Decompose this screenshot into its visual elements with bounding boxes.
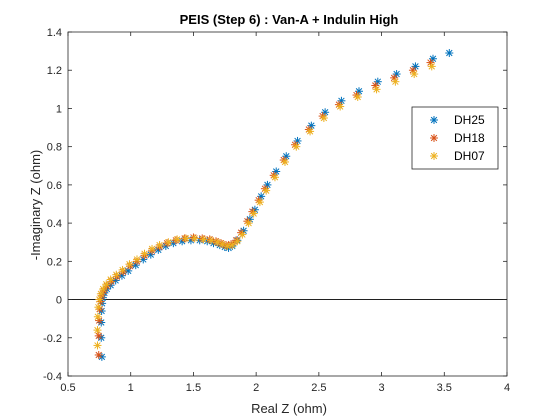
data-point: [164, 238, 173, 247]
data-point: [238, 230, 247, 239]
data-point: [173, 235, 182, 244]
data-point: [292, 142, 301, 151]
data-point: [354, 87, 363, 96]
data-point: [445, 49, 454, 58]
y-tick-label: 0.4: [47, 218, 62, 230]
y-tick-label: -0.4: [43, 371, 62, 383]
data-point: [319, 114, 328, 122]
data-point: [306, 127, 315, 136]
data-point: [410, 70, 419, 79]
data-point: [372, 85, 381, 94]
data-point: [106, 275, 115, 284]
data-point: [93, 326, 102, 335]
data-point: [213, 238, 222, 247]
data-point: [244, 219, 253, 228]
data-point: [255, 198, 264, 207]
x-axis-label: Real Z (ohm): [251, 401, 327, 416]
data-point: [93, 312, 102, 321]
x-tick-label: 3: [379, 382, 385, 394]
data-point: [125, 260, 134, 269]
data-point: [94, 331, 103, 340]
y-tick-label: 0.2: [47, 256, 62, 268]
x-tick-label: 2.5: [311, 382, 326, 394]
data-point: [321, 108, 330, 117]
x-tick-label: 2: [253, 382, 259, 394]
x-tick-label: 3.5: [437, 382, 452, 394]
legend-marker: [430, 134, 438, 142]
data-point: [426, 58, 435, 67]
legend: DH25 DH18 DH07: [411, 106, 499, 170]
y-axis-label: -Imaginary Z (ohm): [28, 150, 43, 261]
data-point: [408, 66, 417, 75]
legend-entry-label: DH07: [454, 149, 485, 163]
data-point: [118, 265, 127, 274]
x-tick-label: 4: [504, 382, 510, 394]
data-point: [427, 62, 436, 71]
y-tick-label: -0.2: [43, 333, 62, 345]
data-point: [280, 157, 289, 166]
data-point: [233, 237, 242, 246]
x-tick-label: 1.5: [186, 382, 201, 394]
x-tick-label: 0.5: [60, 382, 75, 394]
y-tick-label: 1: [56, 103, 62, 115]
data-point: [96, 289, 105, 298]
data-point: [270, 173, 279, 182]
data-point: [94, 350, 103, 359]
data-point: [228, 241, 237, 250]
data-point: [257, 192, 266, 201]
data-point: [206, 236, 215, 245]
legend-marker: [430, 152, 438, 160]
legend-box: [411, 106, 499, 170]
x-tick-label: 1: [128, 382, 134, 394]
data-point: [94, 303, 103, 312]
data-point: [132, 255, 141, 264]
axes: 0.5 1 1.5 2 2.5 3 3.5 4 -0.4 -0.2 0 0.2 0.4 0.6 0.8 1 1.…: [43, 27, 510, 394]
data-point: [336, 102, 345, 111]
data-point: [262, 186, 271, 195]
y-tick-label: 0.8: [47, 142, 62, 154]
data-point: [124, 266, 133, 275]
plot-area: [68, 49, 507, 361]
legend-marker: [430, 116, 438, 124]
data-point: [190, 234, 199, 243]
data-point: [391, 77, 400, 86]
axes-box: [67, 31, 508, 377]
y-tick-label: 0: [56, 295, 62, 307]
data-point: [373, 77, 382, 86]
legend-entry-label: DH18: [454, 131, 485, 145]
data-point: [93, 341, 102, 350]
data-point: [353, 92, 362, 101]
data-point: [223, 242, 232, 251]
data-point: [199, 235, 208, 244]
data-point: [95, 295, 104, 304]
data-point: [131, 261, 140, 270]
data-point: [140, 249, 149, 258]
data-point: [249, 209, 258, 218]
data-point: [155, 241, 164, 250]
data-point: [181, 234, 190, 243]
y-tick-label: 0.6: [47, 180, 62, 192]
y-tick-label: 1.2: [47, 65, 62, 77]
legend-entry-label: DH25: [454, 113, 485, 127]
data-point: [148, 244, 157, 253]
series-dh07: [93, 62, 436, 350]
data-point: [99, 285, 108, 294]
chart-title: PEIS (Step 6) : Van-A + Indulin High: [180, 12, 399, 27]
y-tick-label: 1.4: [47, 27, 62, 39]
data-point: [112, 270, 121, 279]
